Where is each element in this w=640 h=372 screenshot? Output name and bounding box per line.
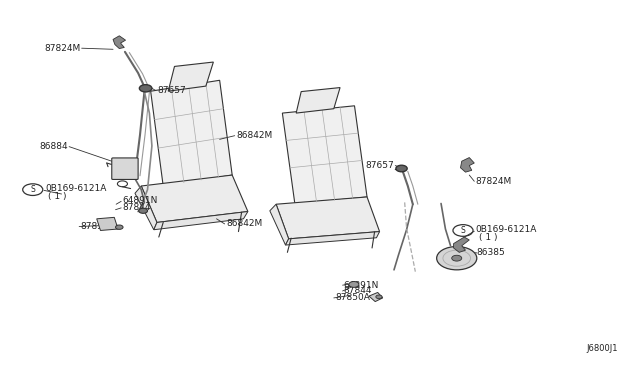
Circle shape: [349, 282, 359, 287]
Text: S: S: [461, 226, 465, 235]
Text: 87824M: 87824M: [476, 177, 512, 186]
Text: 87844: 87844: [344, 286, 372, 295]
Circle shape: [452, 255, 461, 261]
Text: 86385: 86385: [477, 248, 506, 257]
Polygon shape: [154, 212, 248, 230]
Circle shape: [140, 85, 152, 92]
Circle shape: [116, 225, 123, 230]
Text: 86842M: 86842M: [236, 131, 272, 140]
Text: J6800J1: J6800J1: [586, 344, 618, 353]
FancyBboxPatch shape: [112, 158, 138, 179]
Text: 64891N: 64891N: [344, 280, 380, 290]
Circle shape: [139, 208, 148, 214]
Polygon shape: [461, 158, 474, 172]
Text: 87657: 87657: [365, 161, 394, 170]
Polygon shape: [270, 204, 289, 245]
Text: S: S: [30, 185, 35, 194]
Polygon shape: [141, 175, 248, 222]
Polygon shape: [276, 197, 380, 239]
Text: ( 1 ): ( 1 ): [479, 232, 498, 241]
Polygon shape: [168, 62, 213, 91]
Text: 87824M: 87824M: [44, 44, 81, 53]
Polygon shape: [97, 217, 118, 231]
Polygon shape: [296, 87, 340, 113]
Circle shape: [376, 295, 382, 299]
Polygon shape: [135, 186, 157, 230]
Text: ( 1 ): ( 1 ): [48, 192, 67, 201]
Text: 0B169-6121A: 0B169-6121A: [45, 185, 107, 193]
Text: 0B169-6121A: 0B169-6121A: [476, 225, 537, 234]
Text: 87850A: 87850A: [335, 294, 370, 302]
Polygon shape: [285, 231, 380, 245]
Polygon shape: [113, 36, 125, 49]
Text: 64891N: 64891N: [122, 196, 158, 205]
Polygon shape: [282, 106, 367, 204]
Text: 87844: 87844: [122, 203, 151, 212]
Polygon shape: [454, 237, 469, 252]
Text: 87850A: 87850A: [81, 222, 115, 231]
Polygon shape: [369, 292, 383, 302]
Text: 87657: 87657: [157, 86, 186, 95]
Circle shape: [436, 247, 477, 270]
Text: 86884: 86884: [39, 142, 68, 151]
Polygon shape: [150, 80, 232, 186]
Circle shape: [396, 165, 407, 172]
Text: 86842M: 86842M: [226, 219, 262, 228]
